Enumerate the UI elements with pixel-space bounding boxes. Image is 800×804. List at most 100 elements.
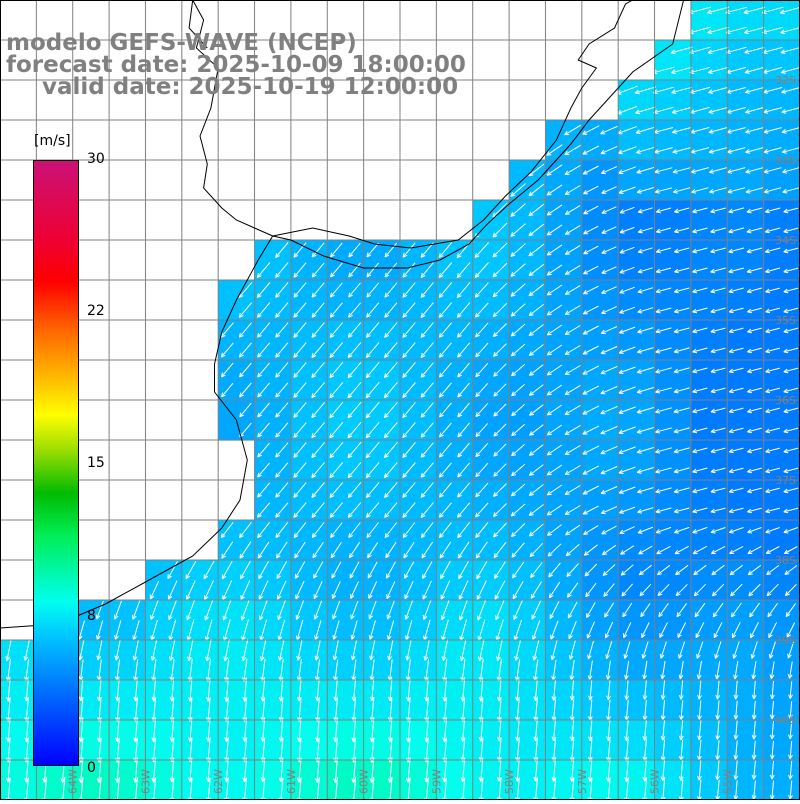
wind-cell: [618, 480, 655, 521]
wind-cell: [255, 720, 292, 761]
wind-cell: [182, 600, 219, 641]
wind-cell: [727, 640, 764, 681]
wind-cell: [691, 480, 728, 521]
wind-cell: [145, 720, 182, 761]
wind-cell: [509, 160, 546, 201]
wind-cell: [400, 640, 437, 681]
wind-cell: [618, 640, 655, 681]
wind-cell: [691, 400, 728, 441]
wind-cell: [582, 280, 619, 321]
wind-cell: [509, 480, 546, 521]
lat-label: 40S: [775, 714, 796, 727]
wind-cell: [618, 400, 655, 441]
wind-cell: [691, 200, 728, 241]
wind-cell: [582, 440, 619, 481]
wind-cell: [509, 640, 546, 681]
wind-cell: [618, 720, 655, 761]
wind-cell: [727, 200, 764, 241]
wind-cell: [655, 440, 692, 481]
wind-cell: [691, 520, 728, 561]
lat-label: 35S: [775, 314, 796, 327]
wind-cell: [727, 400, 764, 441]
lat-label: 32S: [775, 74, 796, 87]
wind-cell: [655, 360, 692, 401]
lat-label: 36S: [775, 394, 796, 407]
wind-cell: [727, 560, 764, 601]
wind-cell: [291, 720, 328, 761]
wind-cell: [109, 680, 146, 721]
wind-cell: [727, 360, 764, 401]
wind-cell: [473, 720, 510, 761]
wind-cell: [218, 640, 255, 681]
wind-cell: [364, 720, 401, 761]
wind-cell: [618, 200, 655, 241]
wind-cell: [582, 240, 619, 281]
colorbar-tick-30: 30: [87, 151, 105, 167]
wind-cell: [145, 680, 182, 721]
wind-cell: [655, 520, 692, 561]
wind-cell: [218, 560, 255, 601]
wind-cell: [109, 600, 146, 641]
wind-cell: [618, 360, 655, 401]
wind-cell: [509, 720, 546, 761]
wind-cell: [509, 680, 546, 721]
wind-cell: [655, 200, 692, 241]
wind-cell: [727, 440, 764, 481]
lat-label: 34S: [775, 234, 796, 247]
valid-date: valid date: 2025-10-19 12:00:00: [42, 76, 458, 99]
wind-cell: [473, 680, 510, 721]
wind-cell: [473, 560, 510, 601]
wind-cell: [255, 680, 292, 721]
colorbar-unit: [m/s]: [34, 133, 71, 149]
wind-cell: [582, 320, 619, 361]
lon-label: 61W: [285, 769, 298, 794]
wind-cell: [0, 720, 37, 761]
lon-label: 56W: [649, 769, 662, 794]
lon-label: 63W: [139, 769, 152, 794]
wind-cell: [364, 600, 401, 641]
wind-cell: [545, 640, 582, 681]
wind-cell: [182, 680, 219, 721]
wind-cell: [691, 720, 728, 761]
lon-label: 60W: [358, 769, 371, 794]
wind-cell: [364, 680, 401, 721]
lat-label: 38S: [775, 554, 796, 567]
wind-cell: [364, 640, 401, 681]
wind-cell: [145, 600, 182, 641]
wind-cell: [727, 720, 764, 761]
wind-cell: [400, 680, 437, 721]
wind-cell: [691, 640, 728, 681]
wind-cell: [327, 560, 364, 601]
wind-cell: [400, 560, 437, 601]
colorbar-tick-15: 15: [87, 455, 105, 471]
wind-cell: [727, 120, 764, 161]
wind-cell: [145, 640, 182, 681]
wind-cell: [655, 720, 692, 761]
wind-cell: [145, 560, 182, 601]
wind-cell: [727, 520, 764, 561]
wind-cell: [109, 640, 146, 681]
wind-cell: [582, 160, 619, 201]
wind-cell: [436, 640, 473, 681]
wind-cell: [545, 720, 582, 761]
wind-cell: [691, 280, 728, 321]
wind-cell: [727, 160, 764, 201]
wind-cell: [618, 320, 655, 361]
lon-label: 58W: [503, 769, 516, 794]
wind-cell: [764, 760, 800, 800]
wind-cell: [218, 720, 255, 761]
wind-cell: [509, 600, 546, 641]
wind-cell: [655, 120, 692, 161]
wind-cell: [618, 520, 655, 561]
wind-cell: [509, 560, 546, 601]
wind-cell: [545, 680, 582, 721]
wind-cell: [473, 640, 510, 681]
wind-cell: [582, 720, 619, 761]
wind-cell: [655, 240, 692, 281]
wind-cell: [691, 40, 728, 81]
wind-cell: [691, 320, 728, 361]
wind-cell: [291, 560, 328, 601]
